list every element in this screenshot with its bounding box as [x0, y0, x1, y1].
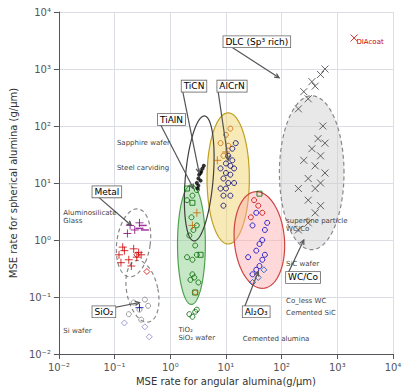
svg-text:MSE rate for angular alumina(g: MSE rate for angular alumina(g/μm): [136, 376, 316, 387]
svg-text:10⁰: 10⁰: [162, 362, 179, 373]
svg-text:Steel carviding: Steel carviding: [117, 164, 169, 172]
svg-text:Glass: Glass: [63, 217, 82, 225]
svg-text:WC/Co: WC/Co: [288, 272, 318, 282]
svg-text:SiC wafer: SiC wafer: [286, 260, 319, 268]
svg-text:10⁻²: 10⁻²: [48, 362, 70, 373]
svg-text:10³: 10³: [329, 362, 346, 373]
svg-text:Si wafer: Si wafer: [63, 327, 91, 335]
svg-text:10⁻²: 10⁻²: [29, 349, 51, 360]
svg-text:10³: 10³: [34, 64, 51, 75]
svg-text:10²: 10²: [273, 362, 290, 373]
svg-text:Metal: Metal: [94, 187, 119, 197]
svg-text:AlCrN: AlCrN: [219, 81, 244, 91]
svg-text:10²: 10²: [34, 121, 51, 132]
svg-text:10⁻¹: 10⁻¹: [29, 292, 51, 303]
svg-text:Cemented alumina: Cemented alumina: [243, 335, 310, 343]
svg-text:TiAlN: TiAlN: [159, 115, 183, 125]
svg-text:MSE rate for spherical alumina: MSE rate for spherical alumina (g/μm): [8, 88, 19, 279]
svg-text:Cemented SiC: Cemented SiC: [286, 309, 336, 317]
svg-text:10⁴: 10⁴: [34, 7, 51, 18]
svg-text:Al₂O₃: Al₂O₃: [245, 307, 268, 317]
svg-text:10⁴: 10⁴: [385, 362, 402, 373]
svg-text:Sapphire wafer: Sapphire wafer: [117, 139, 170, 147]
svg-text:SiO₂: SiO₂: [94, 307, 113, 317]
svg-text:Co_less WC: Co_less WC: [286, 297, 326, 305]
svg-text:superfine particle: superfine particle: [286, 217, 348, 225]
svg-text:10¹: 10¹: [34, 178, 51, 189]
svg-text:DLC (Sp³ rich): DLC (Sp³ rich): [225, 37, 288, 47]
svg-text:TiO₂: TiO₂: [177, 326, 193, 334]
svg-text:WC/Co: WC/Co: [286, 225, 309, 233]
svg-text:10¹: 10¹: [218, 362, 235, 373]
svg-text:10⁰: 10⁰: [34, 235, 51, 246]
svg-text:TiCN: TiCN: [183, 81, 205, 91]
svg-text:SiO₂ wafer: SiO₂ wafer: [178, 334, 215, 342]
svg-text:Aluminosilicate: Aluminosilicate: [63, 209, 116, 217]
svg-text:10⁻¹: 10⁻¹: [104, 362, 126, 373]
svg-text:DIAcoat: DIAcoat: [356, 38, 384, 46]
